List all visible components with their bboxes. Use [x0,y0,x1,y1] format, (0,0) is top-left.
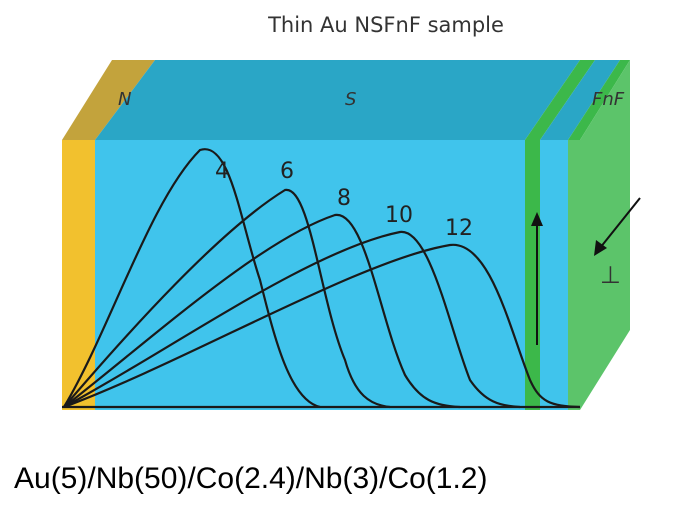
curve-label: 6 [280,159,294,184]
curve-label: 4 [215,159,229,184]
layer-n: N [118,89,131,110]
front-s [95,140,525,410]
front-f2 [568,140,580,410]
front-n2 [540,140,568,410]
front-n [62,140,95,410]
curve-label: 10 [385,203,413,228]
perpendicular-label: ⊥ [600,261,621,289]
top-s [95,60,580,140]
layer-fnf: FnF [592,89,625,110]
title: Thin Au NSFnF sample [267,13,504,37]
layer-s: S [345,89,356,110]
curve-label: 12 [445,216,473,241]
caption: Au(5)/Nb(50)/Co(2.4)/Nb(3)/Co(1.2) [14,462,487,495]
curve-label: 8 [337,186,351,211]
diagram: Thin Au NSFnF sample N S FnF 4 6 8 10 12… [0,0,686,519]
